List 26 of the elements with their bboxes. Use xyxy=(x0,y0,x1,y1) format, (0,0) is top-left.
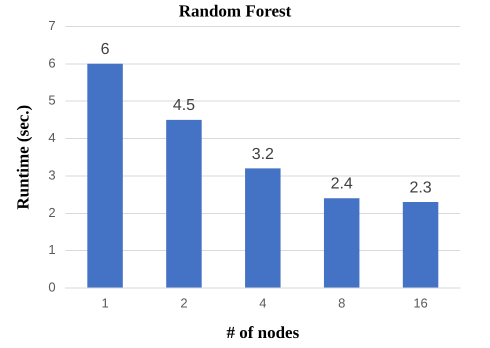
data-label: 2.4 xyxy=(330,176,353,193)
data-label: 3.2 xyxy=(252,146,274,163)
y-tick-label: 0 xyxy=(48,280,56,295)
x-tick-label: 8 xyxy=(338,295,346,310)
bar xyxy=(166,120,202,288)
data-label: 6 xyxy=(100,41,110,58)
y-axis-title: Runtime (sec.) xyxy=(14,104,33,210)
x-tick-label: 4 xyxy=(259,295,266,310)
y-tick-label: 7 xyxy=(48,18,56,33)
data-label: 2.3 xyxy=(409,179,432,196)
y-tick-label: 6 xyxy=(48,55,56,70)
y-tick-label: 5 xyxy=(48,92,56,108)
chart-title: Random Forest xyxy=(178,2,292,21)
bar xyxy=(245,168,281,288)
y-tick-label: 1 xyxy=(48,242,56,258)
bar xyxy=(324,198,360,288)
bar xyxy=(402,202,438,288)
bar xyxy=(87,64,123,288)
data-label: 4.5 xyxy=(172,97,196,114)
y-tick-label: 4 xyxy=(48,130,56,146)
y-tick-label: 3 xyxy=(48,167,56,182)
y-tick-label: 2 xyxy=(48,204,56,220)
x-tick-label: 16 xyxy=(413,295,428,310)
x-tick-label: 1 xyxy=(101,295,109,310)
x-tick-label: 2 xyxy=(180,295,188,310)
x-axis-title: # of nodes xyxy=(226,323,300,342)
